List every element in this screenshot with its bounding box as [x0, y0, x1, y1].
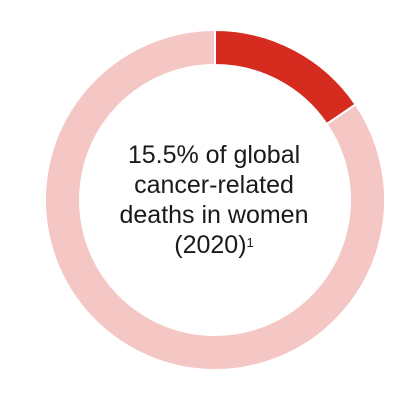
- donut-slice-share: [214, 28, 357, 126]
- donut-slice-rest: [44, 28, 386, 371]
- center-year: (2020): [174, 231, 247, 259]
- center-label: 15.5% of global cancer-related deaths in…: [99, 140, 329, 260]
- footnote-marker: 1: [246, 235, 254, 250]
- center-line-2: cancer-related: [134, 171, 294, 199]
- center-line-1: 15.5% of global: [127, 141, 301, 169]
- center-line-3: deaths in women: [119, 201, 309, 229]
- center-line-4: (2020)1: [99, 230, 329, 260]
